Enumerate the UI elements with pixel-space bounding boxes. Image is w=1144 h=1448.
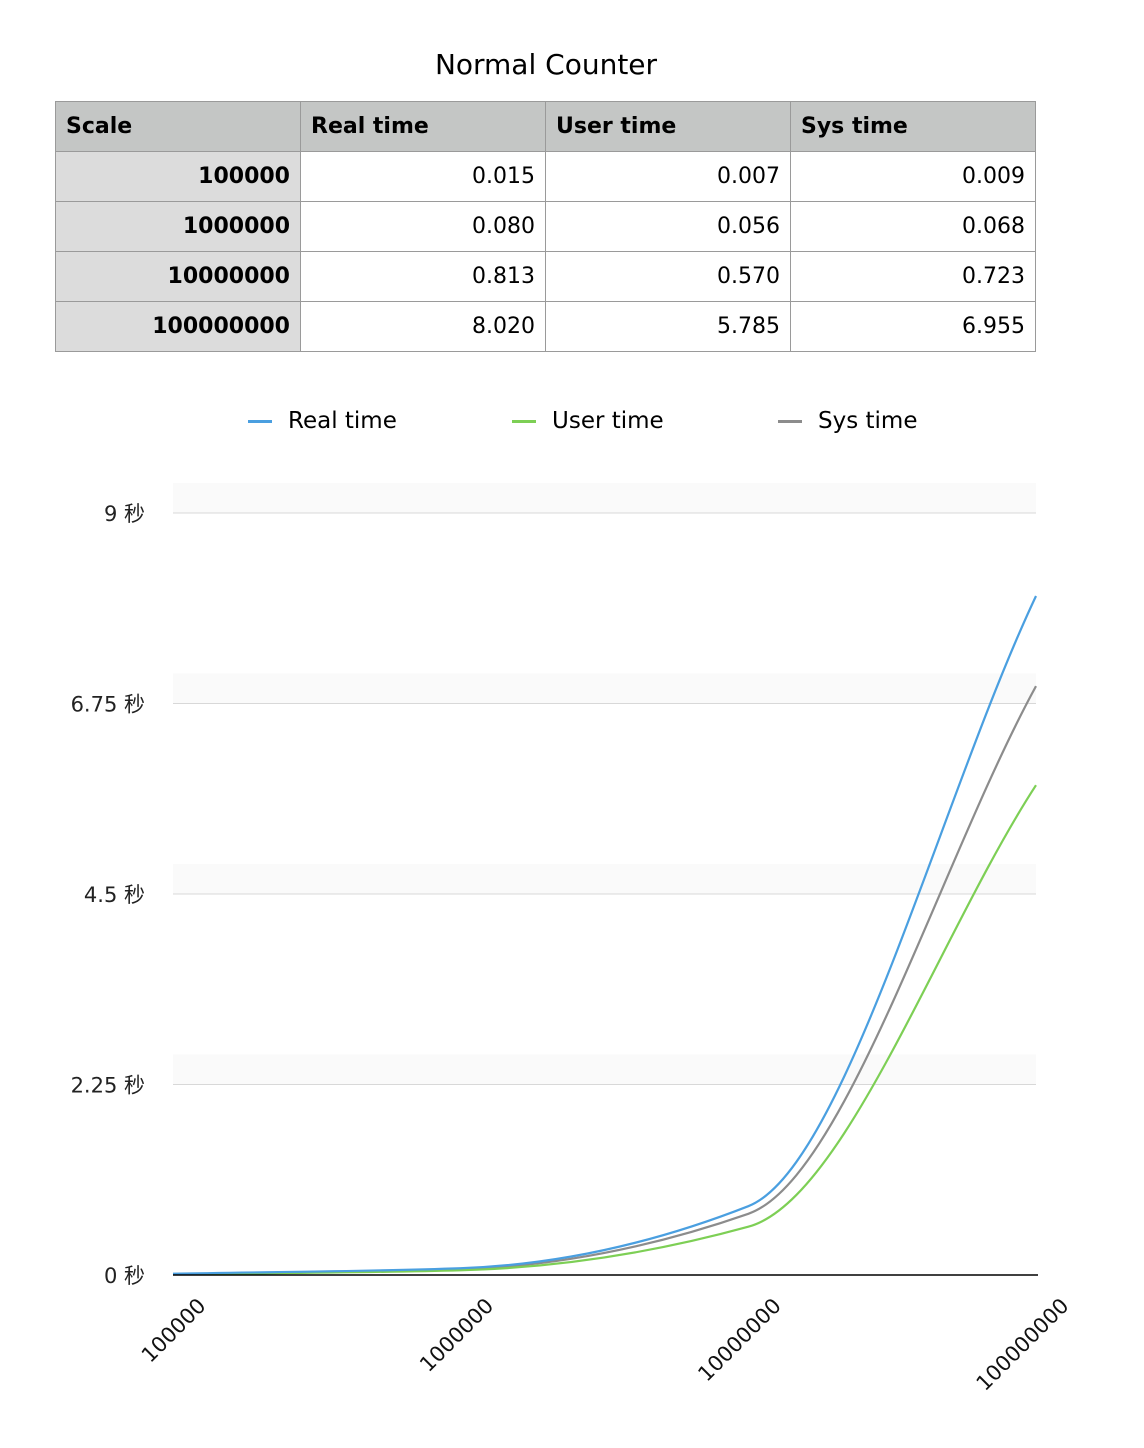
cell-real: 0.015: [300, 151, 546, 202]
chart-legend: Real time User time Sys time: [0, 408, 1144, 444]
table-header-row: Scale Real time User time Sys time: [55, 101, 1036, 152]
x-tick-label: 1000000: [415, 1294, 498, 1377]
y-tick-label: 0 秒: [104, 1264, 145, 1288]
x-tick-label: 10000000: [693, 1294, 786, 1387]
cell-scale: 100000000: [55, 301, 301, 352]
y-tick-label: 9 秒: [104, 502, 145, 526]
cell-user: 0.570: [545, 251, 791, 302]
cell-scale: 10000000: [55, 251, 301, 302]
y-tick-label: 4.5 秒: [84, 883, 145, 907]
legend-swatch: [778, 419, 802, 423]
line-chart: 0 秒 2.25 秒 4.5 秒 6.75 秒 9 秒 100000 1000000 1000…: [71, 483, 1074, 1396]
table-row: 1000000 0.080 0.056 0.068: [55, 201, 1036, 252]
cell-sys: 0.009: [790, 151, 1036, 202]
grid-shade: [173, 483, 1036, 513]
x-tick-label: 100000: [137, 1294, 211, 1368]
y-tick-label: 6.75 秒: [71, 693, 145, 717]
cell-scale: 1000000: [55, 201, 301, 252]
header-scale: Scale: [55, 101, 301, 152]
cell-user: 0.007: [545, 151, 791, 202]
grid-shade: [173, 864, 1036, 894]
cell-sys: 0.068: [790, 201, 1036, 252]
legend-item-sys-time: Sys time: [778, 408, 917, 434]
table-title: Normal Counter: [434, 48, 658, 81]
legend-item-user-time: User time: [512, 408, 664, 434]
table-row: 100000000 8.020 5.785 6.955: [55, 301, 1036, 352]
legend-item-real-time: Real time: [248, 408, 397, 434]
cell-sys: 6.955: [790, 301, 1036, 352]
legend-swatch: [248, 419, 272, 423]
y-tick-label: 2.25 秒: [71, 1074, 145, 1098]
data-table: Scale Real time User time Sys time 10000…: [55, 101, 1036, 352]
header-user-time: User time: [545, 101, 791, 152]
cell-user: 5.785: [545, 301, 791, 352]
legend-label: Sys time: [818, 408, 918, 434]
table-row: 100000 0.015 0.007 0.009: [55, 151, 1036, 202]
table-row: 10000000 0.813 0.570 0.723: [55, 251, 1036, 302]
legend-label: User time: [552, 408, 664, 434]
cell-scale: 100000: [55, 151, 301, 202]
legend-swatch: [512, 419, 536, 423]
cell-sys: 0.723: [790, 251, 1036, 302]
header-sys-time: Sys time: [790, 101, 1036, 152]
grid-shade: [173, 1054, 1036, 1085]
series-line-real-time: [172, 595, 1037, 1275]
grid-shade: [173, 673, 1036, 704]
cell-real: 0.813: [300, 251, 546, 302]
cell-real: 8.020: [300, 301, 546, 352]
legend-label: Real time: [288, 408, 397, 434]
header-real-time: Real time: [300, 101, 546, 152]
cell-real: 0.080: [300, 201, 546, 252]
series-line-sys-time: [172, 685, 1037, 1276]
series-line-user-time: [172, 784, 1037, 1276]
cell-user: 0.056: [545, 201, 791, 252]
x-tick-label: 100000000: [972, 1294, 1074, 1396]
